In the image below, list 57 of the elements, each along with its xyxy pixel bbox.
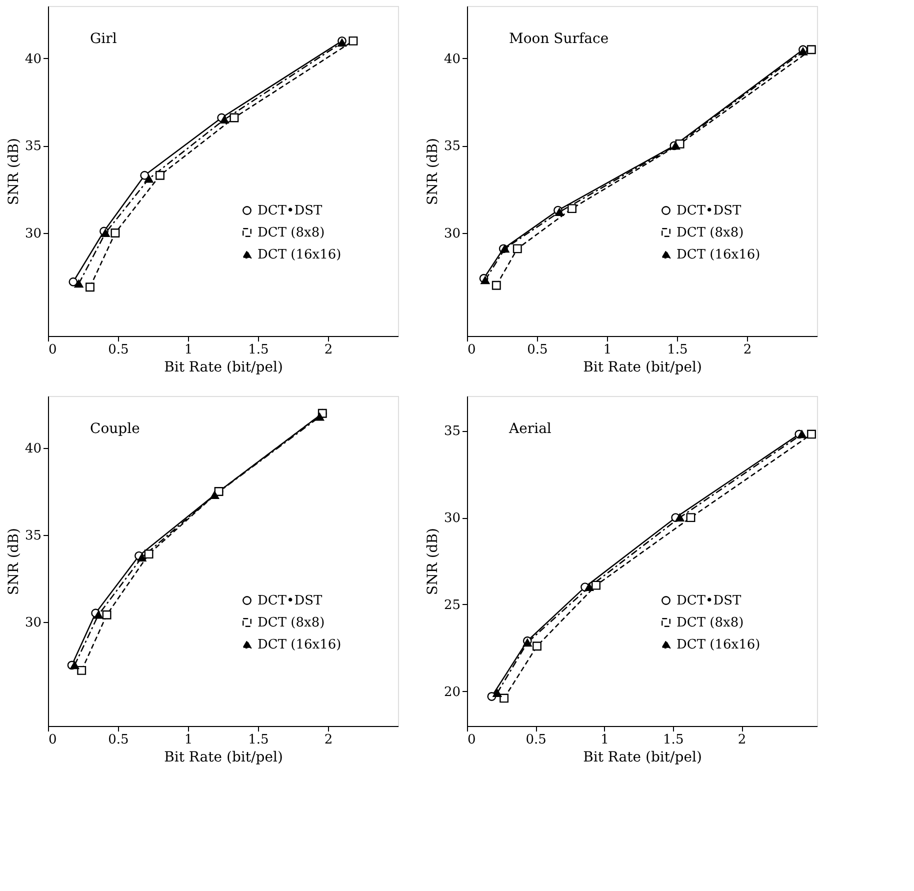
y-tick-label: 30 [24,615,42,630]
y-tick-label: 20 [444,684,460,700]
x-axis-title: Bit Rate (bit/pel) [164,750,283,766]
text: Moon Surface [509,31,609,47]
x-axis-title: Bit Rate (bit/pel) [583,750,702,766]
x-tick-label: 0 [468,342,476,358]
y-tick-label: 30 [24,226,42,242]
legend-label: DCT (8x8) [258,226,325,240]
x-axis-title: Bit Rate (bit/pel) [164,360,283,376]
x-axis-title: Bit Rate (bit/pel) [583,360,702,376]
y-tick-label: 25 [444,598,460,613]
x-tick-label: 2 [743,342,752,358]
y-tick-label: 35 [444,139,460,154]
y-axis-title: SNR (dB) [6,528,22,596]
legend-label: DCT (8x8) [676,616,744,630]
legend-label: DCT (16x16) [258,638,342,652]
y-tick-label: 35 [24,139,42,154]
x-tick-label: 0.5 [108,732,129,748]
x-tick-label: 2 [324,732,333,748]
x-tick-label: 1 [603,342,612,358]
y-axis-title: SNR (dB) [6,138,22,206]
x-tick-label: 0.5 [527,342,548,358]
y-axis-title: SNR (dB) [424,138,441,206]
y-tick-label: 30 [444,511,460,526]
y-tick-label: 35 [444,424,460,440]
x-tick-label: 1.5 [667,342,688,358]
text: Girl [90,31,118,47]
legend-label: DCT•DST [258,204,323,218]
x-tick-label: 0 [48,342,57,358]
legend-label: DCT•DST [676,204,742,218]
legend-label: DCT (16x16) [676,638,760,652]
x-tick-label: 0.5 [108,342,129,358]
x-tick-label: 1 [184,732,193,748]
legend-label: DCT (16x16) [676,248,760,262]
legend-label: DCT (16x16) [258,248,342,262]
x-tick-label: 0.5 [526,732,546,748]
y-axis-title: SNR (dB) [424,528,441,596]
x-tick-label: 0 [468,732,476,748]
y-tick-label: 30 [444,226,460,242]
legend-label: DCT (8x8) [676,226,744,240]
x-tick-label: 1.5 [248,732,269,748]
legend-label: DCT (8x8) [258,616,325,630]
text: Aerial [508,421,552,437]
x-tick-label: 1 [184,342,193,358]
legend-label: DCT•DST [676,594,742,608]
x-tick-label: 1.5 [248,342,269,358]
x-tick-label: 2 [738,732,746,748]
x-tick-label: 1.5 [663,732,684,748]
y-tick-label: 40 [24,52,42,67]
legend-label: DCT•DST [258,594,323,608]
x-tick-label: 1 [600,732,609,748]
y-tick-label: 40 [444,52,460,67]
y-tick-label: 35 [24,528,42,544]
x-tick-label: 2 [324,342,333,358]
x-tick-label: 0 [48,732,57,748]
text: Couple [90,421,140,437]
y-tick-label: 40 [24,442,42,457]
